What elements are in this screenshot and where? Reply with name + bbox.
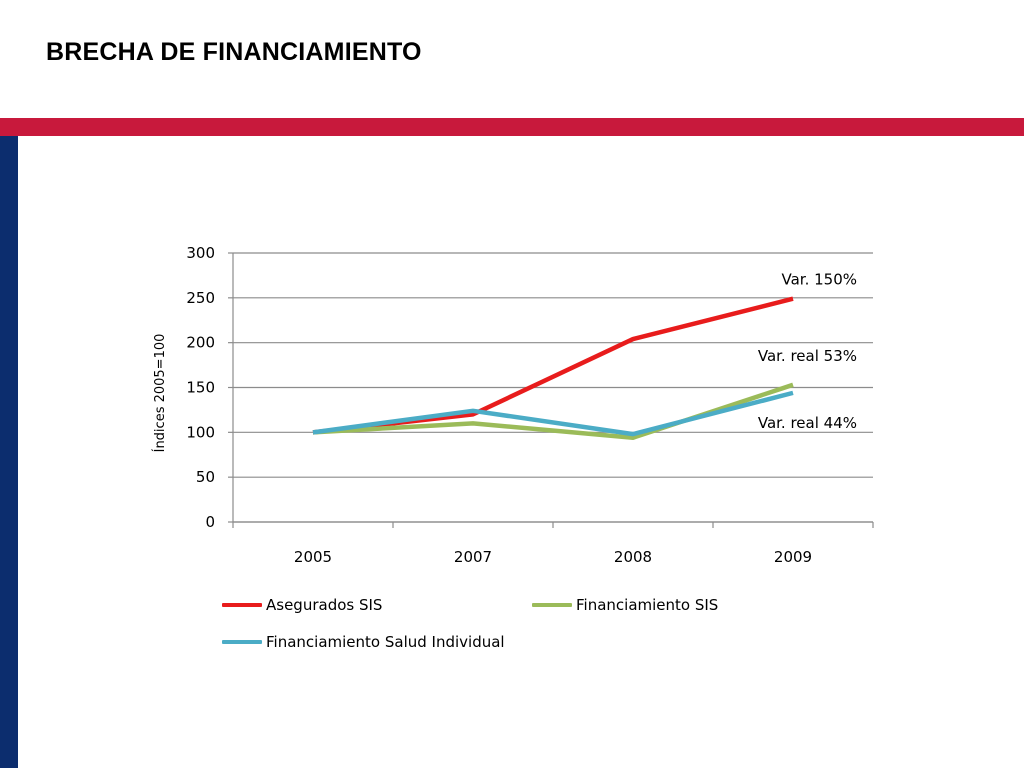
y-tick-label: 250 (186, 289, 215, 307)
x-tick-label: 2009 (774, 548, 812, 566)
legend-label: Asegurados SIS (266, 596, 383, 614)
x-tick-labels: 2005 2007 2008 2009 (294, 548, 812, 566)
accent-bar (0, 118, 1024, 136)
y-tick-label: 100 (186, 423, 215, 441)
legend-item-asegurados-sis: Asegurados SIS (222, 596, 382, 614)
y-tick-label: 50 (196, 468, 215, 486)
y-axis-label: Índices 2005=100 (152, 334, 168, 453)
annotation-label: Var. real 44% (758, 414, 857, 432)
y-tick-label: 150 (186, 379, 215, 397)
x-tick-label: 2007 (454, 548, 492, 566)
y-tick-label: 200 (186, 334, 215, 352)
legend-label: Financiamiento SIS (576, 596, 719, 614)
legend-swatch (222, 640, 262, 644)
annotation-label: Var. 150% (782, 271, 858, 289)
annotation-label: Var. real 53% (758, 347, 857, 365)
annotations: Var. 150% Var. real 53% Var. real 44% (758, 271, 857, 432)
gridlines (228, 252, 873, 523)
axes (232, 253, 874, 528)
series-lines (312, 296, 794, 440)
legend-item-financiamiento-salud-individual: Financiamiento Salud Individual (222, 633, 505, 651)
legend-label: Financiamiento Salud Individual (266, 633, 505, 651)
legend-item-financiamiento-sis: Financiamiento SIS (532, 596, 718, 614)
x-tick-label: 2008 (614, 548, 652, 566)
legend-swatch (222, 603, 262, 607)
legend-swatch (532, 603, 572, 607)
y-tick-label: 0 (205, 513, 215, 531)
y-tick-labels: 0 50 100 150 200 250 300 (186, 244, 215, 531)
series-line-2 (312, 390, 794, 437)
x-tick-label: 2005 (294, 548, 332, 566)
slide-title: BRECHA DE FINANCIAMIENTO (46, 38, 422, 66)
y-tick-label: 300 (186, 244, 215, 262)
side-bar (0, 136, 18, 768)
legend: Asegurados SIS Financiamiento SIS Financ… (222, 596, 842, 660)
